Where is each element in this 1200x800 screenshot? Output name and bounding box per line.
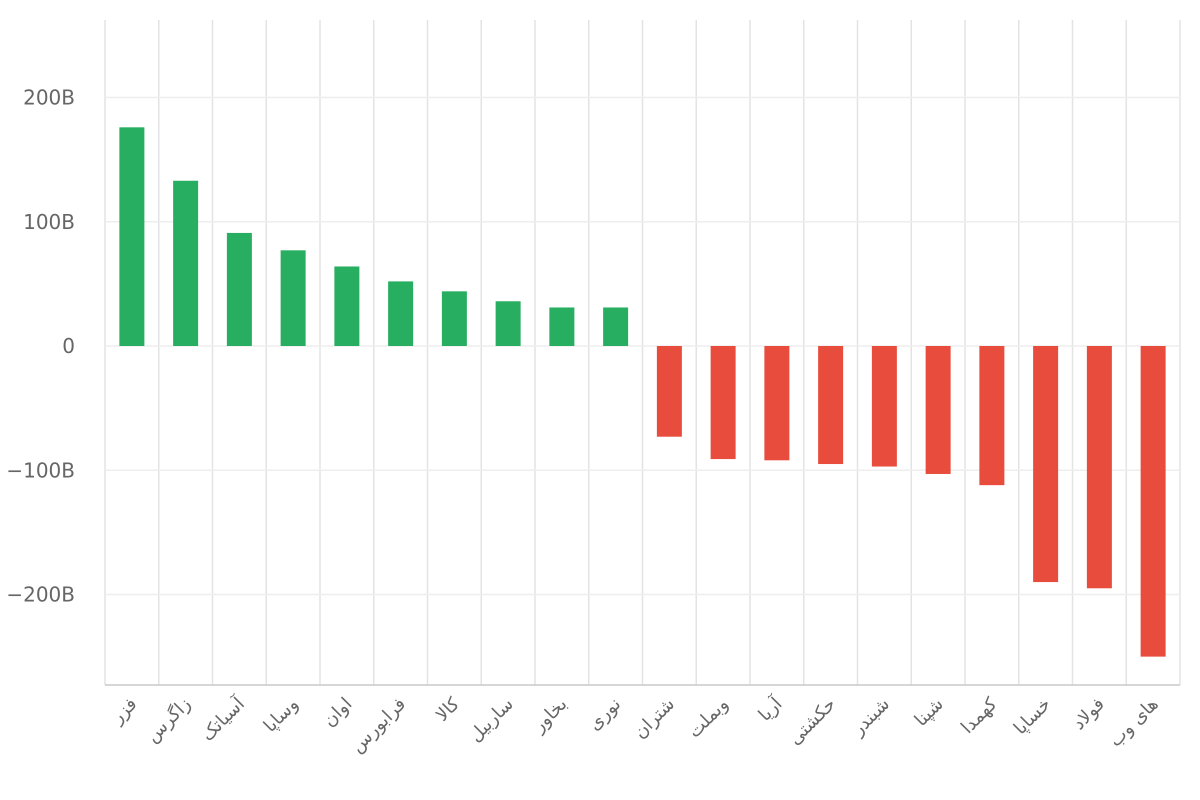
y-tick-label: 200B	[23, 86, 75, 110]
bar	[334, 266, 360, 346]
x-tick-label: وبملت	[684, 694, 733, 743]
bar	[226, 232, 252, 346]
bar	[603, 307, 629, 346]
x-tick-label: حکشتی	[785, 694, 841, 750]
x-tick-label: شبندر	[847, 694, 894, 741]
x-tick-label: نوری	[584, 694, 625, 735]
bar	[173, 180, 199, 346]
bar	[656, 346, 682, 437]
bar	[549, 307, 575, 346]
x-tick-label: کهمدا	[957, 693, 1002, 738]
x-tick-label: فزر	[107, 694, 142, 729]
x-tick-label: خساپا	[1010, 694, 1055, 739]
bar	[979, 346, 1005, 486]
x-tick-label: شپنا	[911, 694, 948, 731]
y-tick-label: 100B	[23, 210, 75, 234]
x-tick-label: آسیاتک	[196, 692, 250, 746]
x-tick-label: های وب	[1105, 694, 1163, 752]
bar	[1033, 346, 1059, 583]
bar	[280, 250, 306, 346]
x-tick-label: کالا	[432, 693, 464, 725]
bar	[1086, 346, 1112, 589]
x-tick-label: ساربیل	[465, 694, 518, 747]
x-tick-label: اوان	[319, 694, 356, 731]
bar	[871, 346, 897, 467]
bar	[119, 127, 145, 346]
x-tick-label: زاگرس	[141, 693, 195, 747]
x-tick-label: فولاد	[1068, 694, 1108, 734]
bars	[119, 127, 1166, 657]
y-tick-label: 0	[62, 334, 75, 358]
x-tick-label: شتران	[630, 694, 679, 743]
x-tick-label: آریا	[753, 692, 787, 726]
x-tick-label: وساپا	[260, 694, 303, 737]
x-tick-label: بخاور	[528, 694, 571, 737]
bar	[818, 346, 844, 465]
y-tick-label: −200B	[6, 583, 75, 607]
bar	[388, 281, 414, 346]
bar	[441, 291, 467, 346]
bar	[1140, 346, 1166, 657]
bar	[925, 346, 951, 474]
vertical-gridlines	[104, 20, 1181, 685]
bar	[495, 301, 521, 346]
bar	[764, 346, 790, 461]
y-tick-label: −100B	[6, 458, 75, 482]
bar	[710, 346, 736, 460]
x-tick-label: فرابورس	[347, 694, 410, 757]
y-tick-labels: 200B 100B 0 −100B −200B	[6, 86, 75, 607]
